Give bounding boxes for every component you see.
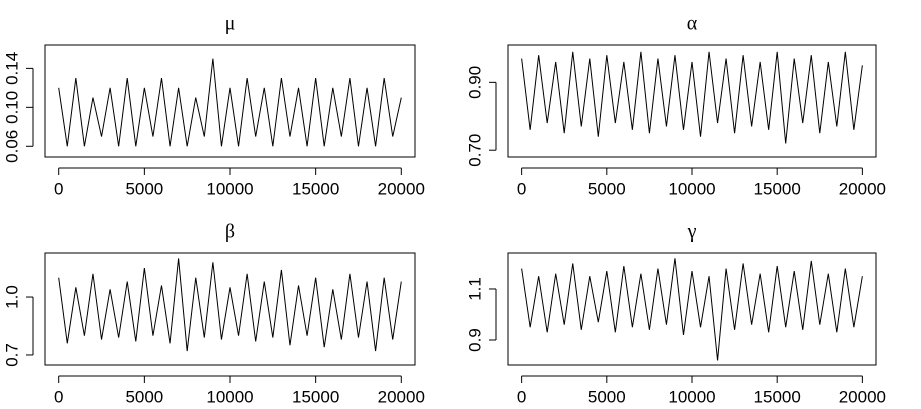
x-tick-label: 10000 [668,179,715,198]
x-tick-label: 0 [54,387,63,406]
trace-line [521,258,863,361]
x-tick-label: 5000 [125,179,163,198]
x-tick-label: 15000 [754,387,801,406]
x-tick-label: 0 [54,179,63,198]
x-tick-label: 0 [517,387,526,406]
x-tick-label: 5000 [588,387,626,406]
x-tick-label: 10000 [206,387,253,406]
panel-title: α [687,13,698,35]
x-tick-label: 15000 [292,387,339,406]
x-tick-label: 20000 [839,387,886,406]
x-tick-label: 0 [517,179,526,198]
trace-line [58,58,402,147]
plot-box [44,44,416,158]
x-tick-label: 5000 [588,179,626,198]
plot-box [44,252,416,366]
plot-box [507,44,877,158]
y-tick-label: 1.0 [2,285,21,309]
x-tick-label: 20000 [378,387,425,406]
y-tick-label: 0.10 [2,91,21,124]
trace-line [521,51,863,144]
panel-title: β [225,221,235,243]
y-tick-label: 0.14 [2,52,21,85]
plot-box [507,252,877,366]
panel-title: γ [687,221,697,243]
y-tick-label: 0.06 [2,130,21,163]
x-tick-label: 15000 [754,179,801,198]
x-tick-label: 10000 [668,387,715,406]
x-tick-label: 10000 [206,179,253,198]
x-tick-label: 20000 [839,179,886,198]
x-tick-label: 5000 [125,387,163,406]
panel-title: μ [225,13,236,35]
y-tick-label: 0.9 [465,328,484,352]
y-tick-label: 1.1 [465,277,484,301]
x-tick-label: 20000 [378,179,425,198]
trace-line [58,258,402,352]
x-tick-label: 15000 [292,179,339,198]
y-tick-label: 0.70 [465,134,484,167]
y-tick-label: 0.90 [465,66,484,99]
y-tick-label: 0.7 [2,343,21,367]
